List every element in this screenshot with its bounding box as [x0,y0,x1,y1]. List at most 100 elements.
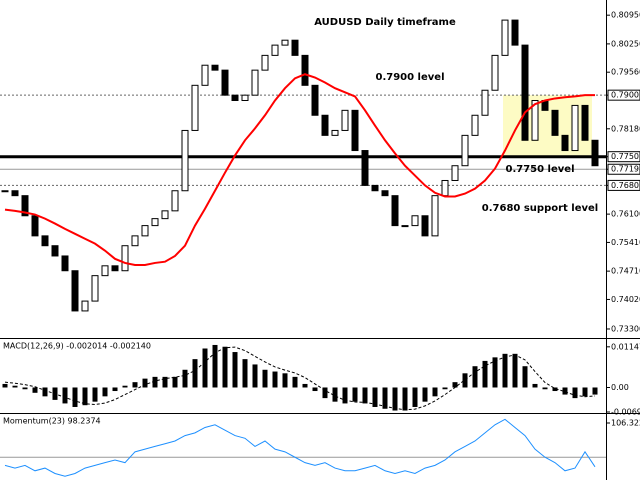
histogram-bar [442,387,448,390]
histogram-bar [22,387,28,390]
histogram-bar [242,359,248,388]
candle [41,235,49,247]
histogram-bar [512,353,518,388]
candle [551,109,559,136]
histogram-bar [352,387,358,402]
histogram-bar [172,376,178,388]
candle [471,114,479,136]
histogram-bar [42,387,48,397]
histogram-bar [472,366,478,388]
histogram-bar [492,357,498,388]
candle [1,190,9,193]
panel-title: MACD(12,26,9) -0.002014 -0.002140 [3,342,151,351]
candle [151,218,159,227]
annotation: 0.7750 level [505,164,574,175]
histogram-bar [542,387,548,390]
histogram-bar [272,371,278,388]
histogram-bar [562,387,568,395]
candle [61,255,69,272]
histogram-bar [532,383,538,388]
histogram-bar [142,378,148,388]
candle [351,109,359,152]
price-label-box [607,89,640,101]
candle [391,195,399,227]
candle [201,64,209,86]
histogram-bar [62,387,68,404]
candle [51,245,59,257]
candle [481,89,489,116]
candle [371,184,379,192]
histogram-bar [322,387,328,399]
histogram-bar [162,376,168,388]
histogram-bar [292,376,298,388]
moving-average-line [4,73,595,266]
y-tick-label: 0.73300 [611,324,640,333]
candle [11,190,19,197]
histogram-bar [212,344,218,388]
histogram-bar [122,385,128,388]
histogram-bar [132,382,138,388]
histogram-bar [392,387,398,411]
histogram-bar [232,352,238,388]
candle [31,215,39,237]
candle [71,270,79,312]
candle [531,99,539,141]
y-tick-label: 106.3228 [611,419,640,428]
histogram-bar [12,385,18,388]
candle [211,64,219,71]
histogram-bar [502,353,508,388]
histogram-bar [152,376,158,388]
histogram-bar [372,387,378,407]
histogram-bar [262,369,268,388]
candle [511,19,519,46]
histogram-bar [282,373,288,388]
candle [281,39,289,46]
candle [301,54,309,86]
histogram-bar [2,383,8,388]
histogram-bar [462,373,468,388]
candle [231,94,239,101]
histogram-bar [582,387,588,397]
candle [131,235,139,247]
y-tick-label: 0.77194 [611,165,640,174]
panel-title: Momentum(23) 98.2374 [3,417,101,426]
candle [171,190,179,212]
candle [21,195,29,217]
histogram-bar [202,348,208,388]
histogram-bar [452,382,458,388]
candle [221,69,229,96]
candle [91,275,99,302]
y-tick-label: 0.00 [611,383,629,392]
histogram-bar [362,387,368,404]
histogram-bar [432,387,438,397]
candle [421,215,429,237]
candle [521,44,529,141]
candle [381,190,389,197]
candle [581,104,589,141]
price-label-box [607,151,640,163]
panel-title: AUDUSD Daily timeframe [314,17,456,28]
histogram-bar [302,383,308,388]
histogram-bar [72,387,78,407]
candle [141,225,149,237]
candle [291,39,299,56]
histogram-bar [92,387,98,402]
annotation: 0.7900 level [375,72,444,83]
histogram-bar [552,387,558,392]
histogram-bar [592,387,598,395]
momentum-line [4,418,596,477]
candle [341,109,349,131]
candle [401,225,409,228]
candle [361,150,369,186]
histogram-bar [572,387,578,399]
signal-line [4,346,596,411]
histogram-bar [522,366,528,388]
y-tick-label: -0.006914 [611,407,640,416]
